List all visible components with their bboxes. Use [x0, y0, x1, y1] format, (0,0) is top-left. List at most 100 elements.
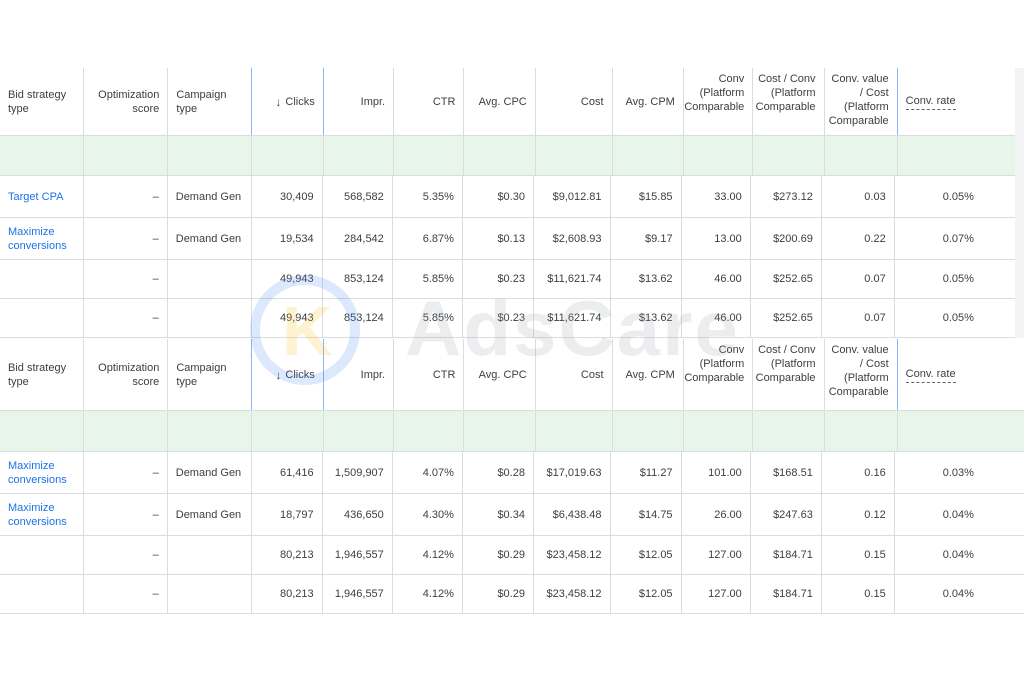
conv-rate-value: 0.05% [942, 312, 974, 324]
band-cell [613, 411, 684, 451]
conv-rate-value: 0.05% [942, 273, 974, 285]
avg-cpm-cell: $12.05 [611, 575, 682, 613]
conv-rate-cell: 0.04% [895, 536, 1024, 574]
bid-strategy-link[interactable]: Maximize conversions [8, 459, 67, 486]
header-ctr[interactable]: CTR [394, 68, 465, 135]
header-optimization-score-label: Optimization score [98, 88, 160, 115]
avg-cpc-value: $0.28 [497, 466, 525, 479]
header-optimization-score[interactable]: Optimization score [84, 339, 169, 410]
header-conv-value-cost[interactable]: Conv. value / Cost (Platform Comparable [825, 68, 898, 135]
cost-cell: $6,438.48 [534, 494, 611, 535]
impressions-value: 436,650 [344, 508, 384, 521]
header-campaign-type[interactable]: Campaign type [168, 68, 253, 135]
clicks-value: 80,213 [280, 588, 314, 600]
header-bid-strategy-type-label: Bid strategy type [8, 361, 67, 388]
ctr-cell: 4.12% [393, 575, 463, 613]
impressions-value: 568,582 [344, 190, 384, 203]
ctr-cell: 5.85% [393, 299, 463, 337]
header-conversions[interactable]: Conv (Platform Comparable [684, 68, 754, 135]
conversions-cell: 33.00 [682, 176, 751, 217]
sort-down-arrow-icon[interactable]: ↓ [275, 94, 282, 109]
avg-cpm-cell: $13.62 [611, 299, 682, 337]
header-campaign-type[interactable]: Campaign type [168, 339, 253, 410]
cost-value: $2,608.93 [552, 232, 602, 245]
header-avg-cpc-label: Avg. CPC [478, 95, 527, 108]
header-impr[interactable]: Impr. [324, 339, 395, 410]
avg-cpc-value: $0.13 [497, 232, 525, 245]
header-impr-label: Impr. [360, 368, 386, 381]
conversions-value: 46.00 [714, 312, 742, 324]
avg-cpc-cell: $0.13 [463, 218, 534, 259]
header-ctr[interactable]: CTR [394, 339, 465, 410]
vertical-scrollbar[interactable] [1015, 68, 1024, 338]
header-cost[interactable]: Cost [536, 339, 613, 410]
cost-per-conv-value: $200.69 [773, 232, 813, 245]
impressions-value: 284,542 [344, 232, 384, 245]
header-impr[interactable]: Impr. [324, 68, 395, 135]
header-cost-per-conv[interactable]: Cost / Conv (Platform Comparable [753, 339, 825, 410]
ctr-value: 5.35% [422, 190, 454, 203]
band-cell [394, 136, 465, 175]
header-clicks-label: Clicks [285, 368, 315, 381]
header-conv-rate[interactable]: Conv. rate [898, 68, 1024, 135]
clicks-cell: 61,416 [252, 452, 323, 493]
header-ctr-label: CTR [432, 95, 456, 108]
header-bid-strategy-type[interactable]: Bid strategy type [0, 339, 85, 410]
avg-cpc-cell: $0.23 [463, 260, 534, 298]
cost-per-conv-value: $184.71 [773, 549, 813, 561]
cost-cell: $17,019.63 [534, 452, 611, 493]
avg-cpm-cell: $9.17 [611, 218, 682, 259]
band-cell [324, 136, 395, 175]
header-conversions[interactable]: Conv (Platform Comparable [684, 339, 754, 410]
optimization-score-cell: – [84, 218, 168, 259]
band-cell [464, 411, 536, 451]
header-conv-value-cost[interactable]: Conv. value / Cost (Platform Comparable [825, 339, 898, 410]
bid-strategy-link[interactable]: Target CPA [8, 190, 64, 203]
header-avg-cpm[interactable]: Avg. CPM [613, 68, 684, 135]
bid-strategy-link[interactable]: Maximize conversions [8, 501, 67, 528]
band-cell [753, 136, 825, 175]
campaign-type-cell [168, 536, 252, 574]
header-clicks[interactable]: ↓ Clicks [252, 68, 324, 135]
header-conv-rate[interactable]: Conv. rate [898, 339, 1024, 410]
header-conv-value-cost-label: Conv. value / Cost (Platform Comparable [828, 344, 889, 398]
header-cost[interactable]: Cost [536, 68, 613, 135]
cost-per-conv-value: $252.65 [773, 312, 813, 324]
conv-value-cost-value: 0.16 [864, 466, 886, 479]
optimization-score-value: – [152, 549, 159, 561]
conv-rate-value: 0.05% [942, 190, 974, 203]
totals-row: – 49,943 853,124 5.85% $0.23 $11,621.74 $13.62… [0, 260, 1024, 299]
cost-per-conv-cell: $252.65 [751, 260, 822, 298]
optimization-score-cell: – [84, 299, 168, 337]
header-cost-per-conv[interactable]: Cost / Conv (Platform Comparable [753, 68, 825, 135]
avg-cpm-cell: $14.75 [611, 494, 682, 535]
header-avg-cpc[interactable]: Avg. CPC [464, 68, 536, 135]
band-cell [753, 411, 825, 451]
bid-strategy-cell: Maximize conversions [0, 218, 84, 259]
header-bid-strategy-type[interactable]: Bid strategy type [0, 68, 85, 135]
clicks-cell: 30,409 [252, 176, 323, 217]
header-clicks-label: Clicks [285, 95, 315, 108]
avg-cpm-value: $11.27 [639, 466, 673, 479]
impressions-cell: 853,124 [323, 260, 393, 298]
band-cell [536, 411, 613, 451]
cost-cell: $11,621.74 [534, 260, 611, 298]
cost-per-conv-value: $252.65 [773, 273, 813, 285]
header-avg-cpm[interactable]: Avg. CPM [613, 339, 684, 410]
band-cell [684, 136, 754, 175]
conv-rate-cell: 0.04% [895, 494, 1024, 535]
header-avg-cpc[interactable]: Avg. CPC [464, 339, 536, 410]
avg-cpc-value: $0.30 [497, 190, 525, 203]
table-row: Maximize conversions – Demand Gen 61,416 1,5… [0, 452, 1024, 494]
conv-value-cost-value: 0.12 [864, 508, 886, 521]
avg-cpc-cell: $0.34 [463, 494, 534, 535]
optimization-score-value: – [152, 232, 159, 245]
impressions-value: 1,946,557 [334, 549, 384, 561]
conversions-value: 101.00 [708, 466, 742, 479]
conv-value-cost-cell: 0.15 [822, 575, 895, 613]
band-cell [324, 411, 395, 451]
header-clicks[interactable]: ↓ Clicks [252, 339, 324, 410]
header-optimization-score[interactable]: Optimization score [84, 68, 169, 135]
sort-down-arrow-icon[interactable]: ↓ [275, 367, 282, 382]
bid-strategy-link[interactable]: Maximize conversions [8, 225, 67, 252]
